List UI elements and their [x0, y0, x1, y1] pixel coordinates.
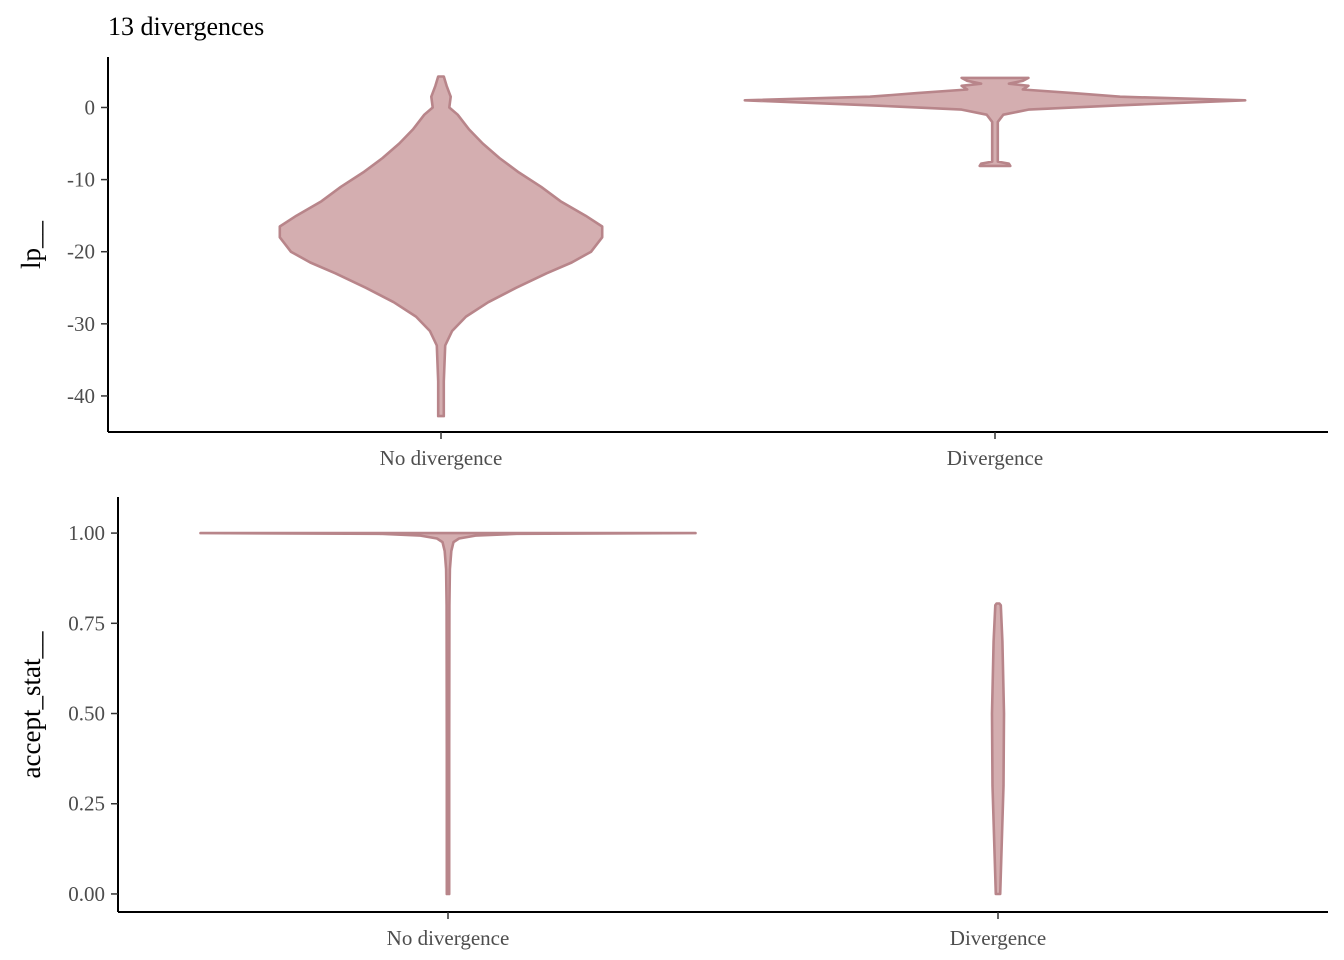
chart-title: 13 divergences: [108, 12, 264, 41]
x-tick-label: No divergence: [387, 926, 510, 950]
y-tick-label: 0.75: [68, 611, 105, 635]
panel-lp: 0 -10 -20 -30 -40 No divergence Divergence: [67, 57, 1328, 470]
y-tick-label: -40: [67, 384, 95, 408]
x-tick-label: No divergence: [380, 446, 503, 470]
y-tick-label: -30: [67, 312, 95, 336]
x-tick-label: Divergence: [947, 446, 1043, 470]
y-tick-label: -10: [67, 168, 95, 192]
violin-divergence: [743, 76, 1247, 168]
y-tick-label: 0.25: [68, 792, 105, 816]
y-tick-label: -20: [67, 240, 95, 264]
y-tick-label: 0.50: [68, 702, 105, 726]
y-tick-label: 0.00: [68, 882, 105, 906]
violin-no-divergence: [278, 75, 604, 418]
y-axis-title-lp: lp__: [16, 221, 46, 270]
y-axis-title-accept-stat: accept_stat__: [16, 631, 46, 778]
y-tick-label: 1.00: [68, 521, 105, 545]
panel-accept-stat: 0.00 0.25 0.50 0.75 1.00 No divergence Diverge…: [68, 497, 1328, 950]
violin-divergence: [990, 602, 1006, 896]
violin-no-divergence: [199, 531, 697, 896]
y-tick-label: 0: [85, 95, 96, 119]
x-tick-label: Divergence: [950, 926, 1046, 950]
